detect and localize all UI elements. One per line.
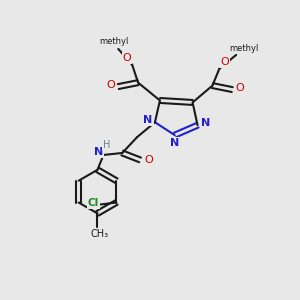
Text: O: O <box>145 155 153 165</box>
Text: CH₃: CH₃ <box>90 229 109 239</box>
Text: Cl: Cl <box>88 199 99 208</box>
Text: H: H <box>103 140 110 150</box>
Text: O: O <box>220 57 229 67</box>
Text: N: N <box>143 115 153 125</box>
Text: methyl: methyl <box>100 37 129 46</box>
Text: methyl: methyl <box>230 44 259 53</box>
Text: N: N <box>94 147 103 157</box>
Text: N: N <box>201 118 210 128</box>
Text: N: N <box>170 138 179 148</box>
Text: O: O <box>236 82 244 93</box>
Text: O: O <box>106 80 115 90</box>
Text: O: O <box>123 53 132 63</box>
